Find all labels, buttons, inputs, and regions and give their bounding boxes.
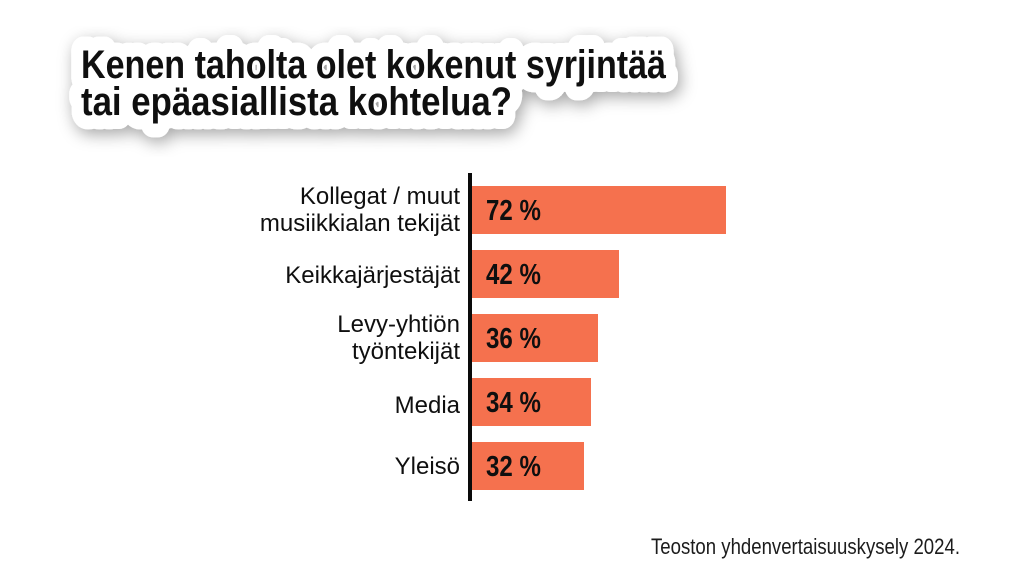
svg-text:tai epäasiallista kohtelua?: tai epäasiallista kohtelua? bbox=[81, 80, 512, 124]
svg-text:Kenen taholta olet kokenut syr: Kenen taholta olet kokenut syrjintää bbox=[81, 43, 667, 87]
